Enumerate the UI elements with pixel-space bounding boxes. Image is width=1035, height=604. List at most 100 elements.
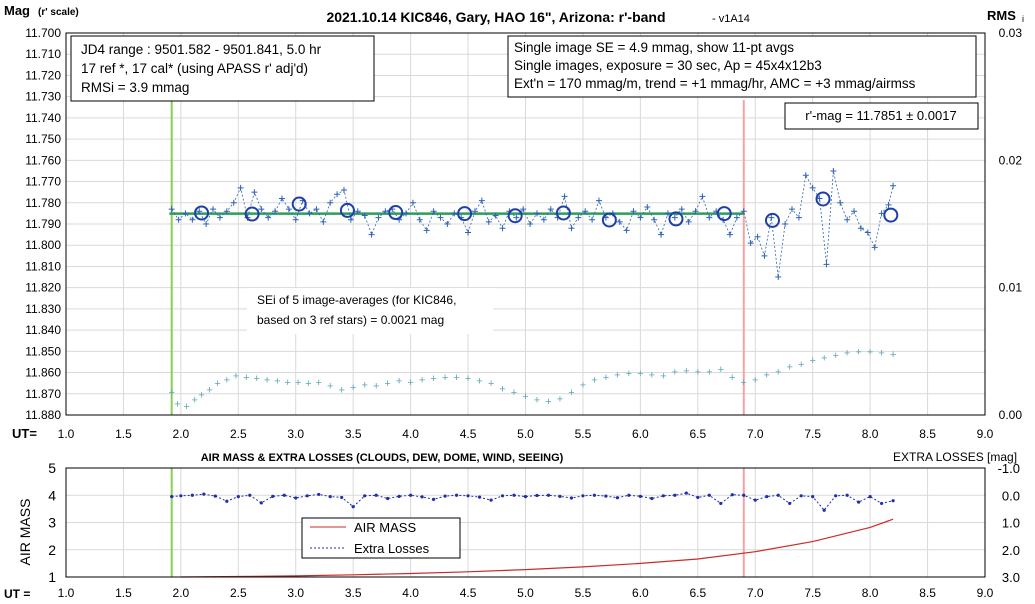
top-y-tick-label: 11.770: [25, 175, 61, 189]
extra-losses-point: [673, 493, 677, 497]
rms-point: +: [168, 387, 174, 399]
single-image-point: [789, 206, 796, 213]
top-x-tick-label: 8.5: [919, 427, 936, 441]
rms-point: +: [522, 391, 528, 403]
rms-point: +: [338, 385, 344, 397]
single-image-point: [285, 206, 292, 213]
bottom-x-tick-label: 6.0: [632, 586, 649, 600]
extra-losses-point: [834, 494, 838, 498]
top-x-tick-label: 6.0: [632, 427, 649, 441]
extra-losses-point: [420, 495, 424, 499]
average-point: [764, 212, 780, 228]
rms-point: +: [206, 385, 212, 397]
bottom-x-tick-labels: 1.0 1.5 2.0 2.5 3.0 3.5 4.0 4.5 5.0 5.5 6.0 6.5 7.0 7…: [58, 586, 994, 600]
top-y-tick-label: 11.870: [25, 387, 61, 401]
top-y-tick-label: 11.710: [25, 47, 61, 61]
extra-losses-point: [592, 493, 597, 497]
single-image-point: [768, 214, 775, 221]
result-box-text: r'-mag = 11.7851 ± 0.0017: [805, 108, 956, 123]
average-point: [388, 205, 404, 221]
single-image-point: [237, 184, 244, 191]
single-image-series: [168, 167, 897, 281]
single-image-point: [857, 225, 864, 232]
top-y2-tick-label: 0.00: [999, 408, 1023, 422]
top-y-tick-label: 11.880: [25, 408, 61, 422]
rms-point: +: [855, 346, 861, 358]
bottom-y-axis-label: AIR MASS: [17, 499, 33, 566]
single-image-point: [320, 218, 327, 225]
single-image-point: [513, 214, 520, 221]
single-image-point: [278, 195, 285, 202]
rms-point: +: [591, 374, 597, 386]
top-x-tick-label: 5.5: [575, 427, 592, 441]
average-point: [194, 205, 210, 221]
rms-point: +: [832, 350, 838, 362]
info-box-right: Single image SE = 4.9 mmag, show 11-pt a…: [507, 35, 977, 98]
single-image-point: [623, 227, 630, 234]
single-image-point: [678, 206, 685, 213]
single-image-point: [444, 221, 451, 227]
average-circles-series: [194, 191, 899, 228]
extra-losses-point: [638, 494, 642, 498]
extra-losses-point: [374, 493, 378, 497]
bottom-x-tick-label: 9.0: [977, 586, 994, 600]
single-image-point: [210, 206, 217, 213]
extra-losses-point: [386, 496, 390, 501]
info-box-left-line-1: JD4 range : 9501.582 - 9501.841, 5.0 hr: [81, 42, 322, 57]
info-box-right-line-3: Ext'n = 170 mmag/m, trend = +1 mmag/hr, …: [514, 76, 916, 91]
single-image-point: [802, 172, 809, 179]
rms-point: +: [764, 369, 770, 381]
single-image-point: [223, 208, 230, 215]
single-image-point: [258, 206, 265, 213]
rms-point: +: [183, 401, 189, 413]
single-image-point: [699, 193, 706, 200]
top-x-tick-label: 3.5: [345, 427, 362, 441]
rms-point: +: [198, 390, 204, 402]
single-image-point: [265, 214, 272, 221]
sei-annotation-line-2: based on 3 ref stars) = 0.0021 mag: [257, 313, 444, 327]
bottom-y2-tick-label: -1.0: [998, 461, 1020, 476]
rms-point: +: [821, 353, 827, 365]
single-image-point: [327, 199, 334, 206]
rms-point: +: [305, 378, 311, 390]
y2-axis-label: RMS i: [987, 8, 1024, 24]
bottom-x-tick-label: 3.0: [287, 586, 304, 600]
rms-point: +: [649, 369, 655, 381]
single-image-point: [403, 210, 410, 217]
rms-point: +: [396, 376, 402, 388]
top-y-tick-label: 11.780: [25, 196, 61, 210]
single-image-point: [347, 216, 354, 223]
rms-point: +: [706, 367, 712, 379]
extra-losses-point: [236, 495, 240, 499]
single-image-point: [533, 210, 540, 217]
top-x-tick-label: 8.0: [862, 427, 879, 441]
single-image-point: [575, 214, 582, 221]
rms-point: +: [568, 387, 574, 399]
single-image-point: [740, 208, 747, 215]
rms-point: +: [890, 349, 896, 361]
single-image-point: [816, 195, 823, 202]
bottom-x-tick-label: 8.0: [862, 586, 879, 600]
extra-losses-point: [328, 495, 332, 499]
extra-losses-point: [615, 496, 620, 500]
rms-point: +: [224, 374, 230, 386]
rms-point: +: [373, 381, 379, 393]
info-box-right-line-2: Single images, exposure = 30 sec, Ap = 4…: [514, 58, 822, 73]
top-y-tick-label: 11.820: [25, 281, 61, 295]
single-image-point: [885, 201, 892, 208]
rms-point: +: [844, 348, 850, 360]
single-image-point: [354, 208, 361, 215]
single-image-point: [361, 212, 368, 219]
extra-losses-point: [880, 501, 884, 506]
airmass-line: [180, 518, 894, 578]
single-image-point: [582, 208, 589, 215]
sei-annotation-frame: [247, 288, 493, 334]
single-image-point: [664, 210, 671, 217]
extra-losses-point: [535, 493, 539, 498]
average-point: [339, 202, 355, 218]
rms-point: +: [264, 374, 270, 386]
extra-losses-point: [650, 496, 654, 501]
rms-point: +: [557, 393, 563, 405]
rms-point: +: [637, 368, 643, 380]
